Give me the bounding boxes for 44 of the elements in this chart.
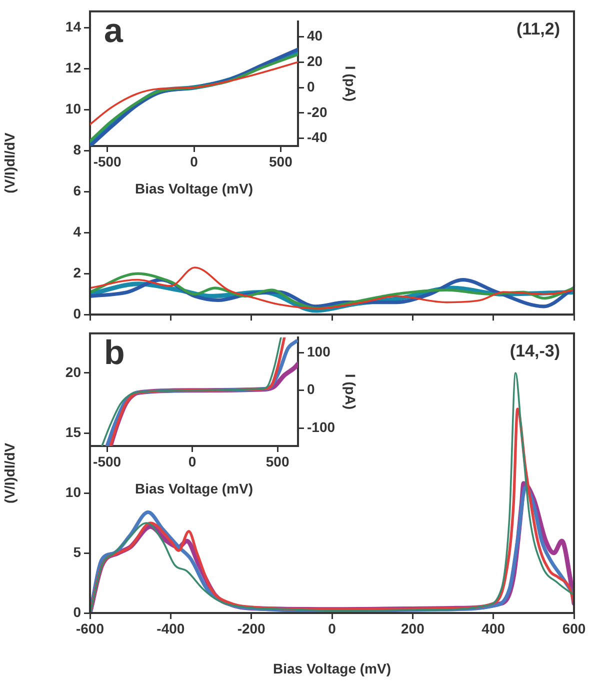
y-tick-label: -20 <box>307 104 328 120</box>
y-tick-label: 10 <box>65 484 82 500</box>
x-tick-label: -400 <box>156 620 185 636</box>
annotation: (14,-3) <box>510 342 560 361</box>
y-tick-label: 0 <box>73 305 82 322</box>
y-tick-label: 0 <box>307 78 315 94</box>
y-tick-label: 12 <box>65 60 82 76</box>
x-tick-label: 0 <box>190 153 198 170</box>
y-tick-label: -100 <box>307 419 336 436</box>
y-tick-label: 5 <box>73 544 82 560</box>
y-tick-label: 14 <box>65 18 82 35</box>
y-tick-label: 20 <box>65 364 82 380</box>
x-tick-label: 500 <box>268 153 293 170</box>
x-tick-label: -600 <box>76 620 104 636</box>
x-tick-label: 400 <box>482 620 506 636</box>
x-axis-title: Bias Voltage (mV) <box>273 660 391 676</box>
x-tick-label: 500 <box>266 453 290 470</box>
annotation: (11,2) <box>516 20 560 39</box>
x-tick-label: 0 <box>188 453 196 470</box>
x-axis-title: Bias Voltage (mV) <box>135 480 253 496</box>
y-tick-label: 6 <box>73 182 82 199</box>
y-tick-label: 2 <box>73 264 82 280</box>
y-axis-title: I (pA) <box>342 66 359 102</box>
y-tick-label: 8 <box>73 142 82 158</box>
y-tick-label: 4 <box>73 224 82 240</box>
x-tick-label: -500 <box>93 453 122 470</box>
x-axis-title: Bias Voltage (mV) <box>135 180 253 196</box>
x-tick-label: -500 <box>93 153 122 170</box>
y-tick-label: 0 <box>73 604 82 620</box>
y-axis-title: (V/I)dI/dV <box>1 442 18 504</box>
x-tick-label: 200 <box>400 620 425 636</box>
y-tick-label: 15 <box>65 424 82 440</box>
y-tick-label: -40 <box>307 129 328 146</box>
x-tick-label: 600 <box>562 620 586 636</box>
y-tick-label: 20 <box>307 52 323 69</box>
x-tick-label: -200 <box>237 620 266 636</box>
annotation: b <box>104 334 125 372</box>
y-tick-label: 40 <box>307 28 323 44</box>
y-axis-title: (V/I)dI/dV <box>1 132 18 194</box>
y-tick-label: 10 <box>65 100 82 117</box>
y-axis-title: I (pA) <box>342 374 359 410</box>
y-tick-label: 100 <box>307 343 331 360</box>
annotation: a <box>104 12 124 50</box>
y-tick-label: 0 <box>307 381 315 398</box>
